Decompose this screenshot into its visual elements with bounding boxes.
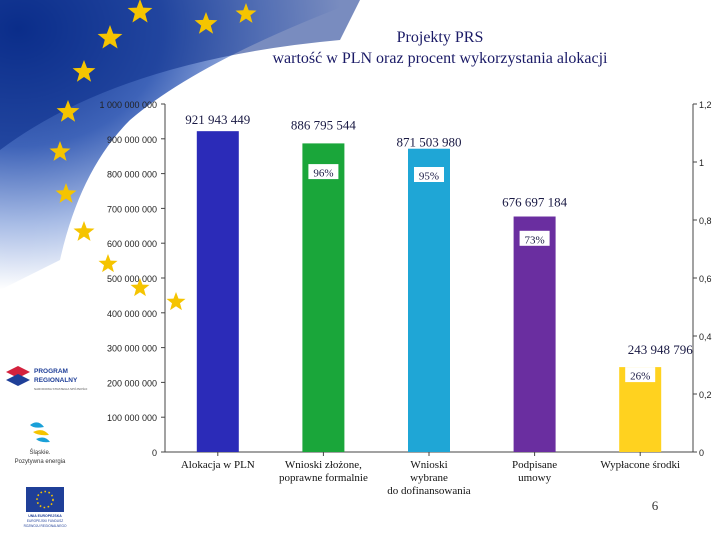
y-tick-label: 100 000 000	[107, 413, 157, 423]
category-label: do dofinansowania	[387, 485, 471, 497]
percent-label: 26%	[630, 371, 650, 383]
percent-label: 95%	[419, 171, 439, 183]
bar	[513, 216, 556, 452]
star-icon	[130, 278, 150, 297]
star-icon-group	[49, 0, 257, 311]
value-label: 886 795 544	[291, 117, 357, 132]
category-label: Podpisane	[512, 459, 557, 471]
program-logo-line2: REGIONALNY	[34, 377, 78, 384]
page-number: 6	[652, 498, 659, 513]
category-label: umowy	[518, 472, 552, 484]
value-label: 243 948 796	[628, 342, 694, 357]
y-tick-label: 400 000 000	[107, 309, 157, 319]
star-icon	[194, 12, 218, 34]
eu-logo-line3: ROZWOJU REGIONALNEGO	[24, 524, 67, 528]
y2-tick-label: 0,4	[699, 332, 712, 342]
y2-tick-label: 0,8	[699, 216, 712, 226]
bar	[408, 148, 450, 452]
category-label: poprawne formalnie	[279, 472, 368, 484]
percent-label-box	[625, 367, 656, 383]
star-icon	[97, 25, 123, 49]
percent-label-box	[308, 164, 339, 180]
category-label: Wypłacone środki	[600, 459, 680, 471]
percent-label-box	[414, 167, 444, 182]
y2-tick-label: 1	[699, 158, 704, 168]
bar	[302, 143, 345, 453]
y-tick-label: 800 000 000	[107, 170, 157, 180]
star-icon	[73, 221, 95, 241]
eu-logo-line2: EUROPEJSKI FUNDUSZ	[27, 519, 63, 523]
star-icon	[49, 141, 71, 161]
percent-label: 73%	[525, 234, 545, 246]
y-tick-label: 900 000 000	[107, 135, 157, 145]
y2-tick-label: 1,2	[699, 100, 712, 110]
y-tick-label: 1 000 000 000	[99, 100, 157, 110]
slide-title-line1: Projekty PRS	[397, 29, 484, 46]
y-tick-label: 500 000 000	[107, 274, 157, 284]
value-label: 676 697 184	[502, 195, 568, 210]
category-label: Wnioski	[410, 459, 447, 471]
percent-label: 96%	[313, 168, 333, 180]
y-tick-label: 700 000 000	[107, 204, 157, 214]
star-icon	[166, 292, 186, 311]
y-tick-label: 0	[152, 448, 157, 458]
y-tick-label: 300 000 000	[107, 344, 157, 354]
star-icon	[72, 60, 96, 82]
slide-title-line2: wartość w PLN oraz procent wykorzystania…	[273, 50, 609, 67]
eu-logo-line1: UNIA EUROPEJSKA	[28, 514, 62, 518]
value-label: 921 943 449	[185, 112, 250, 127]
value-label: 871 503 980	[397, 135, 462, 150]
slaskie-logo: Śląskie. Pozytywna energia	[15, 422, 66, 465]
y2-tick-label: 0	[699, 448, 704, 458]
eu-flag-logo: UNIA EUROPEJSKA EUROPEJSKI FUNDUSZ ROZWO…	[24, 487, 67, 528]
category-label: Alokacja w PLN	[181, 459, 255, 471]
star-icon	[127, 0, 153, 23]
program-logo-line3: NARODOWA STRATEGIA SPÓJNOŚCI	[34, 386, 88, 391]
program-logo-line1: PROGRAM	[34, 368, 68, 375]
star-icon	[98, 254, 118, 273]
star-icon	[56, 100, 80, 122]
star-icon	[235, 3, 257, 23]
y-tick-label: 200 000 000	[107, 378, 157, 388]
slaskie-logo-line1: Śląskie.	[29, 448, 50, 456]
percent-label-box	[519, 230, 550, 246]
bar	[196, 131, 239, 452]
star-icon	[55, 183, 77, 203]
y-tick-label: 600 000 000	[107, 239, 157, 249]
slaskie-logo-line2: Pozytywna energia	[15, 459, 66, 465]
y2-tick-label: 0,2	[699, 390, 712, 400]
program-regionalny-logo: PROGRAM REGIONALNY NARODOWA STRATEGIA SP…	[0, 356, 90, 400]
category-label: Wnioski złożone,	[285, 459, 362, 471]
y2-tick-label: 0,6	[699, 274, 712, 284]
bar-chart: 0 100 000 000 200 000 000 300 000 000 400 00…	[99, 100, 711, 497]
category-label: wybrane	[410, 472, 448, 484]
